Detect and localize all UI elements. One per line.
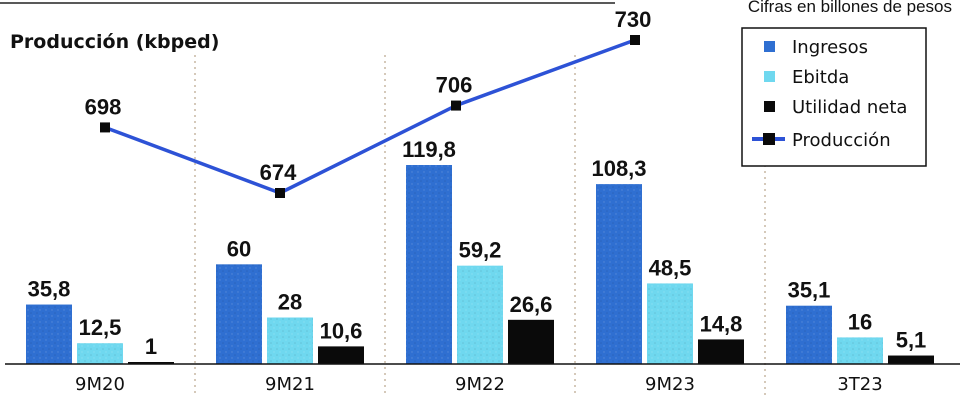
bars: [26, 165, 934, 364]
production-label-9m23: 730: [615, 7, 652, 32]
bar-texture-ingresos-9m23: [596, 184, 642, 364]
bar-texture-ebitda-9m22: [457, 265, 503, 364]
bar-label-ebitda-9m23: 48,5: [649, 255, 692, 280]
bar-label-utilidad-neta-3t23: 5,1: [896, 328, 927, 353]
category-label-9m22: 9M22: [455, 374, 505, 395]
bar-label-ingresos-9m23: 108,3: [591, 156, 646, 181]
bar-texture-ingresos-9m20: [26, 304, 72, 364]
bar-utilidad-neta-3t23: [888, 355, 934, 364]
production-label-9m20: 698: [85, 94, 122, 119]
bar-labels: 35,8 12,5 1 60 28 10,6 119,8 59,2 26,6 108,3 48,5 1…: [28, 137, 927, 359]
production-point-9m22: [451, 100, 461, 111]
bar-texture-ingresos-9m22: [406, 165, 452, 364]
category-label-3t23: 3T23: [837, 374, 882, 395]
legend-label-ebitda: Ebitda: [792, 67, 849, 88]
bar-label-utilidad-neta-9m21: 10,6: [320, 318, 363, 343]
bar-label-ebitda-3t23: 16: [848, 309, 872, 334]
bar-utilidad-neta-9m23: [698, 339, 744, 364]
production-point-9m20: [100, 122, 110, 133]
legend-marker-produccion: [763, 133, 775, 145]
category-label-9m21: 9M21: [265, 374, 315, 395]
bar-utilidad-neta-9m20: [128, 362, 174, 364]
category-label-9m20: 9M20: [75, 374, 125, 395]
production-label-9m22: 706: [436, 73, 473, 98]
legend-swatch-ebitda: [764, 71, 775, 82]
bar-utilidad-neta-9m22: [508, 319, 554, 364]
category-labels: 9M20 9M21 9M22 9M23 3T23: [75, 374, 883, 395]
production-point-9m21: [275, 188, 285, 198]
production-label-9m21: 674: [260, 160, 297, 185]
chart-subtitle: Cifras en billones de pesos: [748, 0, 952, 16]
legend-label-ingresos: Ingresos: [792, 37, 868, 58]
legend-label-produccion: Producción: [792, 130, 891, 151]
category-label-9m23: 9M23: [645, 374, 695, 395]
bar-utilidad-neta-9m21: [318, 346, 364, 364]
legend-label-utilidad: Utilidad neta: [792, 97, 907, 118]
production-point-9m23: [630, 35, 640, 45]
bar-texture-ingresos-3t23: [786, 305, 832, 364]
production-line: [104, 38, 636, 195]
bar-texture-ebitda-9m20: [77, 343, 123, 364]
legend: Ingresos Ebitda Utilidad neta Producción: [741, 27, 927, 167]
bar-texture-ingresos-9m21: [216, 264, 262, 364]
bar-label-ebitda-9m20: 12,5: [79, 315, 122, 340]
bar-texture-ebitda-9m23: [647, 283, 693, 364]
bar-label-ingresos-9m21: 60: [227, 236, 251, 261]
bar-label-ingresos-9m22: 119,8: [402, 137, 456, 162]
bar-label-ingresos-9m20: 35,8: [28, 277, 71, 302]
bar-texture-ebitda-3t23: [837, 337, 883, 364]
production-title: Producción (kbped): [10, 31, 219, 53]
bar-label-ebitda-9m22: 59,2: [459, 238, 502, 263]
bar-label-ingresos-3t23: 35,1: [788, 278, 831, 303]
bar-texture-ebitda-9m21: [267, 317, 313, 364]
legend-swatch-utilidad: [764, 101, 775, 112]
legend-swatch-ingresos: [764, 41, 775, 52]
production-line-group: 698 674 706 730: [85, 7, 652, 198]
bar-label-utilidad-neta-9m23: 14,8: [700, 311, 743, 336]
bar-label-utilidad-neta-9m20: 1: [145, 334, 157, 359]
bar-label-ebitda-9m21: 28: [278, 289, 302, 314]
bar-label-utilidad-neta-9m22: 26,6: [510, 292, 553, 317]
